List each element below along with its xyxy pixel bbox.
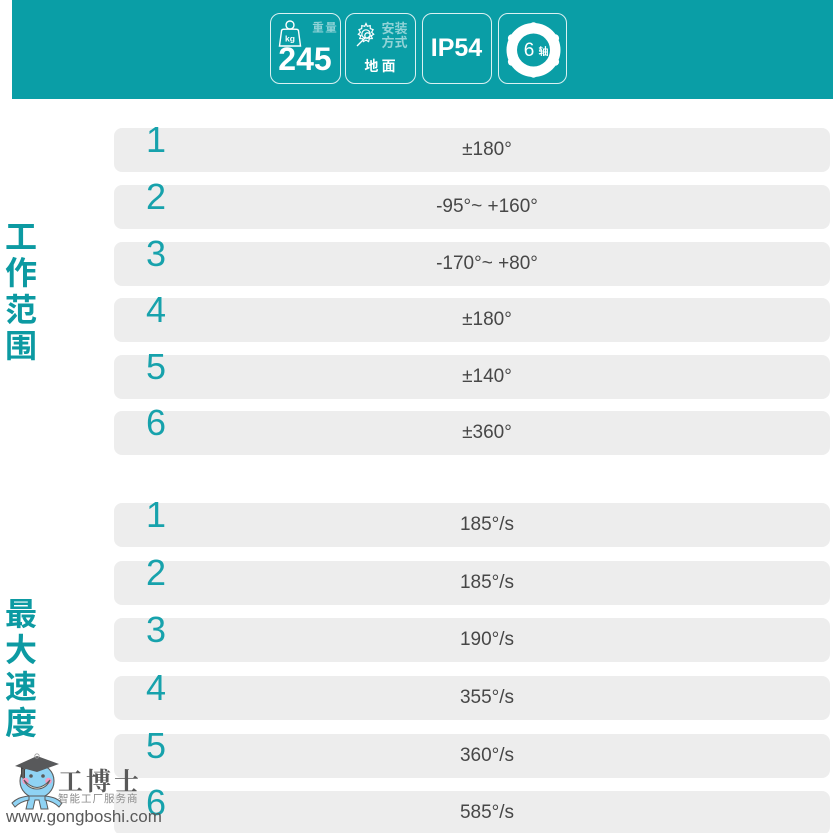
svg-text:重: 重 — [312, 19, 324, 35]
svg-text:量: 量 — [325, 19, 337, 35]
svg-text:6: 6 — [524, 40, 535, 61]
svg-text:轴: 轴 — [539, 43, 549, 58]
